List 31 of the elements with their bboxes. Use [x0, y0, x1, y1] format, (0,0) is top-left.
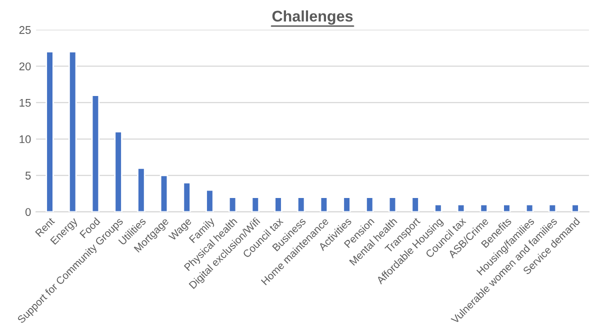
bar [251, 196, 260, 212]
bar [525, 204, 534, 212]
y-tick-label: 15 [20, 98, 31, 107]
y-tick-label: 10 [20, 135, 31, 144]
bar [137, 167, 146, 212]
y-tick-label: 20 [19, 62, 31, 70]
y-tick-label: 25 [19, 26, 31, 34]
bar [46, 50, 54, 212]
bar [434, 204, 442, 212]
bar [296, 196, 306, 212]
bar [228, 196, 237, 212]
bar [68, 50, 77, 212]
bar [91, 94, 100, 212]
bar [548, 204, 557, 212]
bar [366, 196, 374, 212]
chart-title: Challenges [272, 10, 353, 25]
bar [502, 204, 511, 212]
bar [206, 189, 214, 212]
bar [456, 204, 466, 212]
y-tick-label: 0 [25, 208, 31, 216]
bar [411, 196, 420, 212]
bar [571, 204, 580, 212]
bar [480, 204, 488, 212]
bar [160, 174, 168, 212]
bar [320, 196, 328, 212]
bar [274, 196, 282, 212]
y-tick-label: 5 [25, 172, 31, 180]
bar [114, 131, 122, 212]
bar [388, 196, 397, 212]
bar [342, 196, 351, 212]
bar [182, 182, 191, 212]
